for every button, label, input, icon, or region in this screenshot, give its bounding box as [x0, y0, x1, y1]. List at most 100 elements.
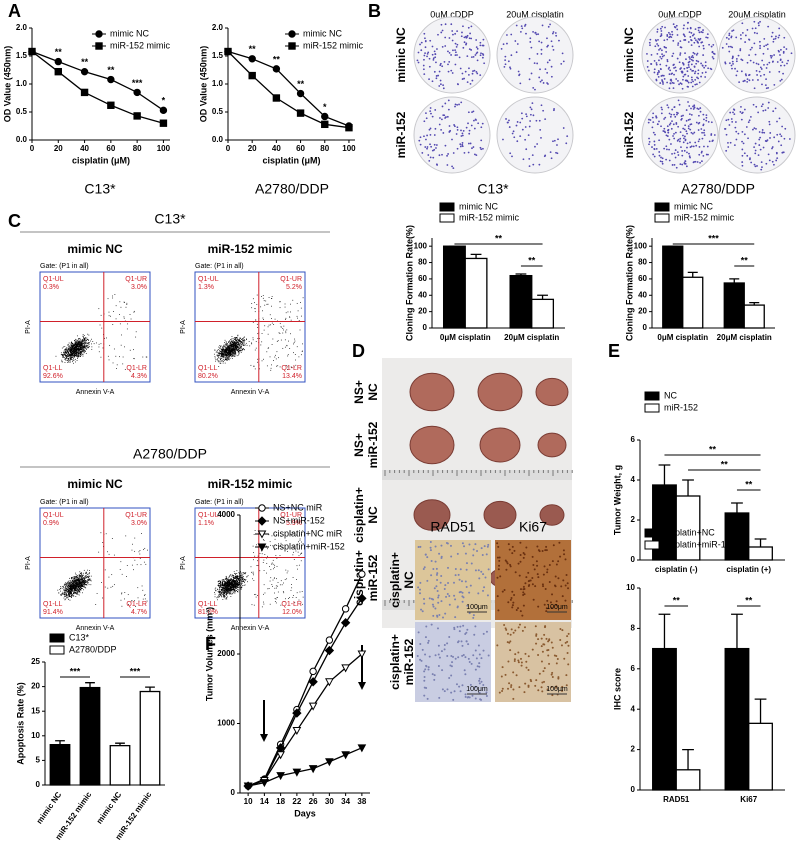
event [230, 353, 232, 355]
event [230, 349, 232, 351]
event [126, 328, 128, 330]
event [68, 354, 70, 355]
event [220, 352, 222, 354]
event [252, 339, 254, 341]
event [91, 343, 92, 345]
event [70, 357, 72, 359]
colony [769, 54, 772, 57]
colony [729, 45, 732, 48]
event [60, 586, 62, 587]
colony [441, 153, 443, 156]
event [66, 346, 68, 348]
colony [509, 152, 512, 155]
event [75, 347, 77, 348]
event [220, 353, 222, 354]
colony [669, 33, 671, 36]
colony [748, 79, 751, 82]
event [233, 585, 235, 586]
event [252, 298, 254, 300]
event [80, 574, 82, 576]
event [72, 585, 73, 587]
quadrant-name: Q1-LR [281, 365, 302, 372]
event [234, 581, 236, 583]
colony [672, 64, 675, 66]
event [132, 543, 133, 545]
colony [685, 119, 688, 122]
event [231, 358, 233, 359]
event [81, 573, 82, 574]
event [75, 578, 77, 580]
event [229, 588, 230, 590]
colony [659, 27, 662, 30]
event [82, 340, 84, 342]
colony [711, 50, 714, 53]
event [62, 591, 64, 593]
colony [741, 31, 744, 34]
colony [661, 162, 664, 165]
event [300, 302, 301, 303]
colony [657, 44, 660, 47]
event [70, 351, 72, 353]
colony [701, 131, 703, 134]
colony [534, 88, 536, 91]
colony [671, 164, 674, 166]
event [68, 593, 70, 595]
event [87, 338, 88, 340]
colony [735, 60, 738, 63]
event [76, 359, 78, 361]
event [80, 344, 82, 346]
event [66, 597, 68, 599]
event [104, 337, 105, 339]
event [69, 359, 71, 361]
event [282, 332, 284, 334]
colony [771, 160, 774, 163]
event [73, 592, 75, 593]
colony [502, 138, 504, 141]
event [240, 342, 242, 343]
event [226, 350, 227, 352]
colony [728, 32, 731, 35]
event [130, 318, 132, 320]
event [74, 580, 76, 582]
colony [683, 137, 685, 140]
event [222, 587, 224, 589]
event [298, 356, 300, 358]
event [146, 600, 148, 602]
colony [451, 72, 454, 74]
event [217, 361, 219, 363]
colony [470, 124, 473, 127]
colony [510, 33, 513, 36]
colony [665, 145, 668, 148]
event [81, 586, 82, 587]
event [67, 344, 69, 346]
event [218, 592, 220, 594]
colony [676, 139, 679, 142]
event [266, 365, 268, 367]
colony [464, 70, 467, 73]
event [113, 348, 115, 350]
event [220, 351, 222, 353]
event [66, 588, 68, 590]
colony [525, 148, 528, 151]
colony [456, 30, 459, 33]
event [228, 582, 230, 584]
event [64, 584, 66, 586]
colony [755, 105, 758, 108]
colony [432, 58, 435, 61]
colony [690, 39, 693, 42]
event [238, 349, 240, 351]
colony [740, 105, 742, 108]
colony [538, 40, 541, 43]
event [70, 589, 72, 591]
event [67, 348, 69, 350]
event [221, 352, 223, 354]
colony [516, 121, 519, 123]
colony [419, 43, 421, 46]
event [78, 346, 80, 348]
event [68, 359, 70, 361]
colony [437, 74, 440, 77]
event [226, 359, 228, 361]
colony [783, 137, 786, 140]
event [231, 581, 233, 582]
event [221, 358, 223, 359]
